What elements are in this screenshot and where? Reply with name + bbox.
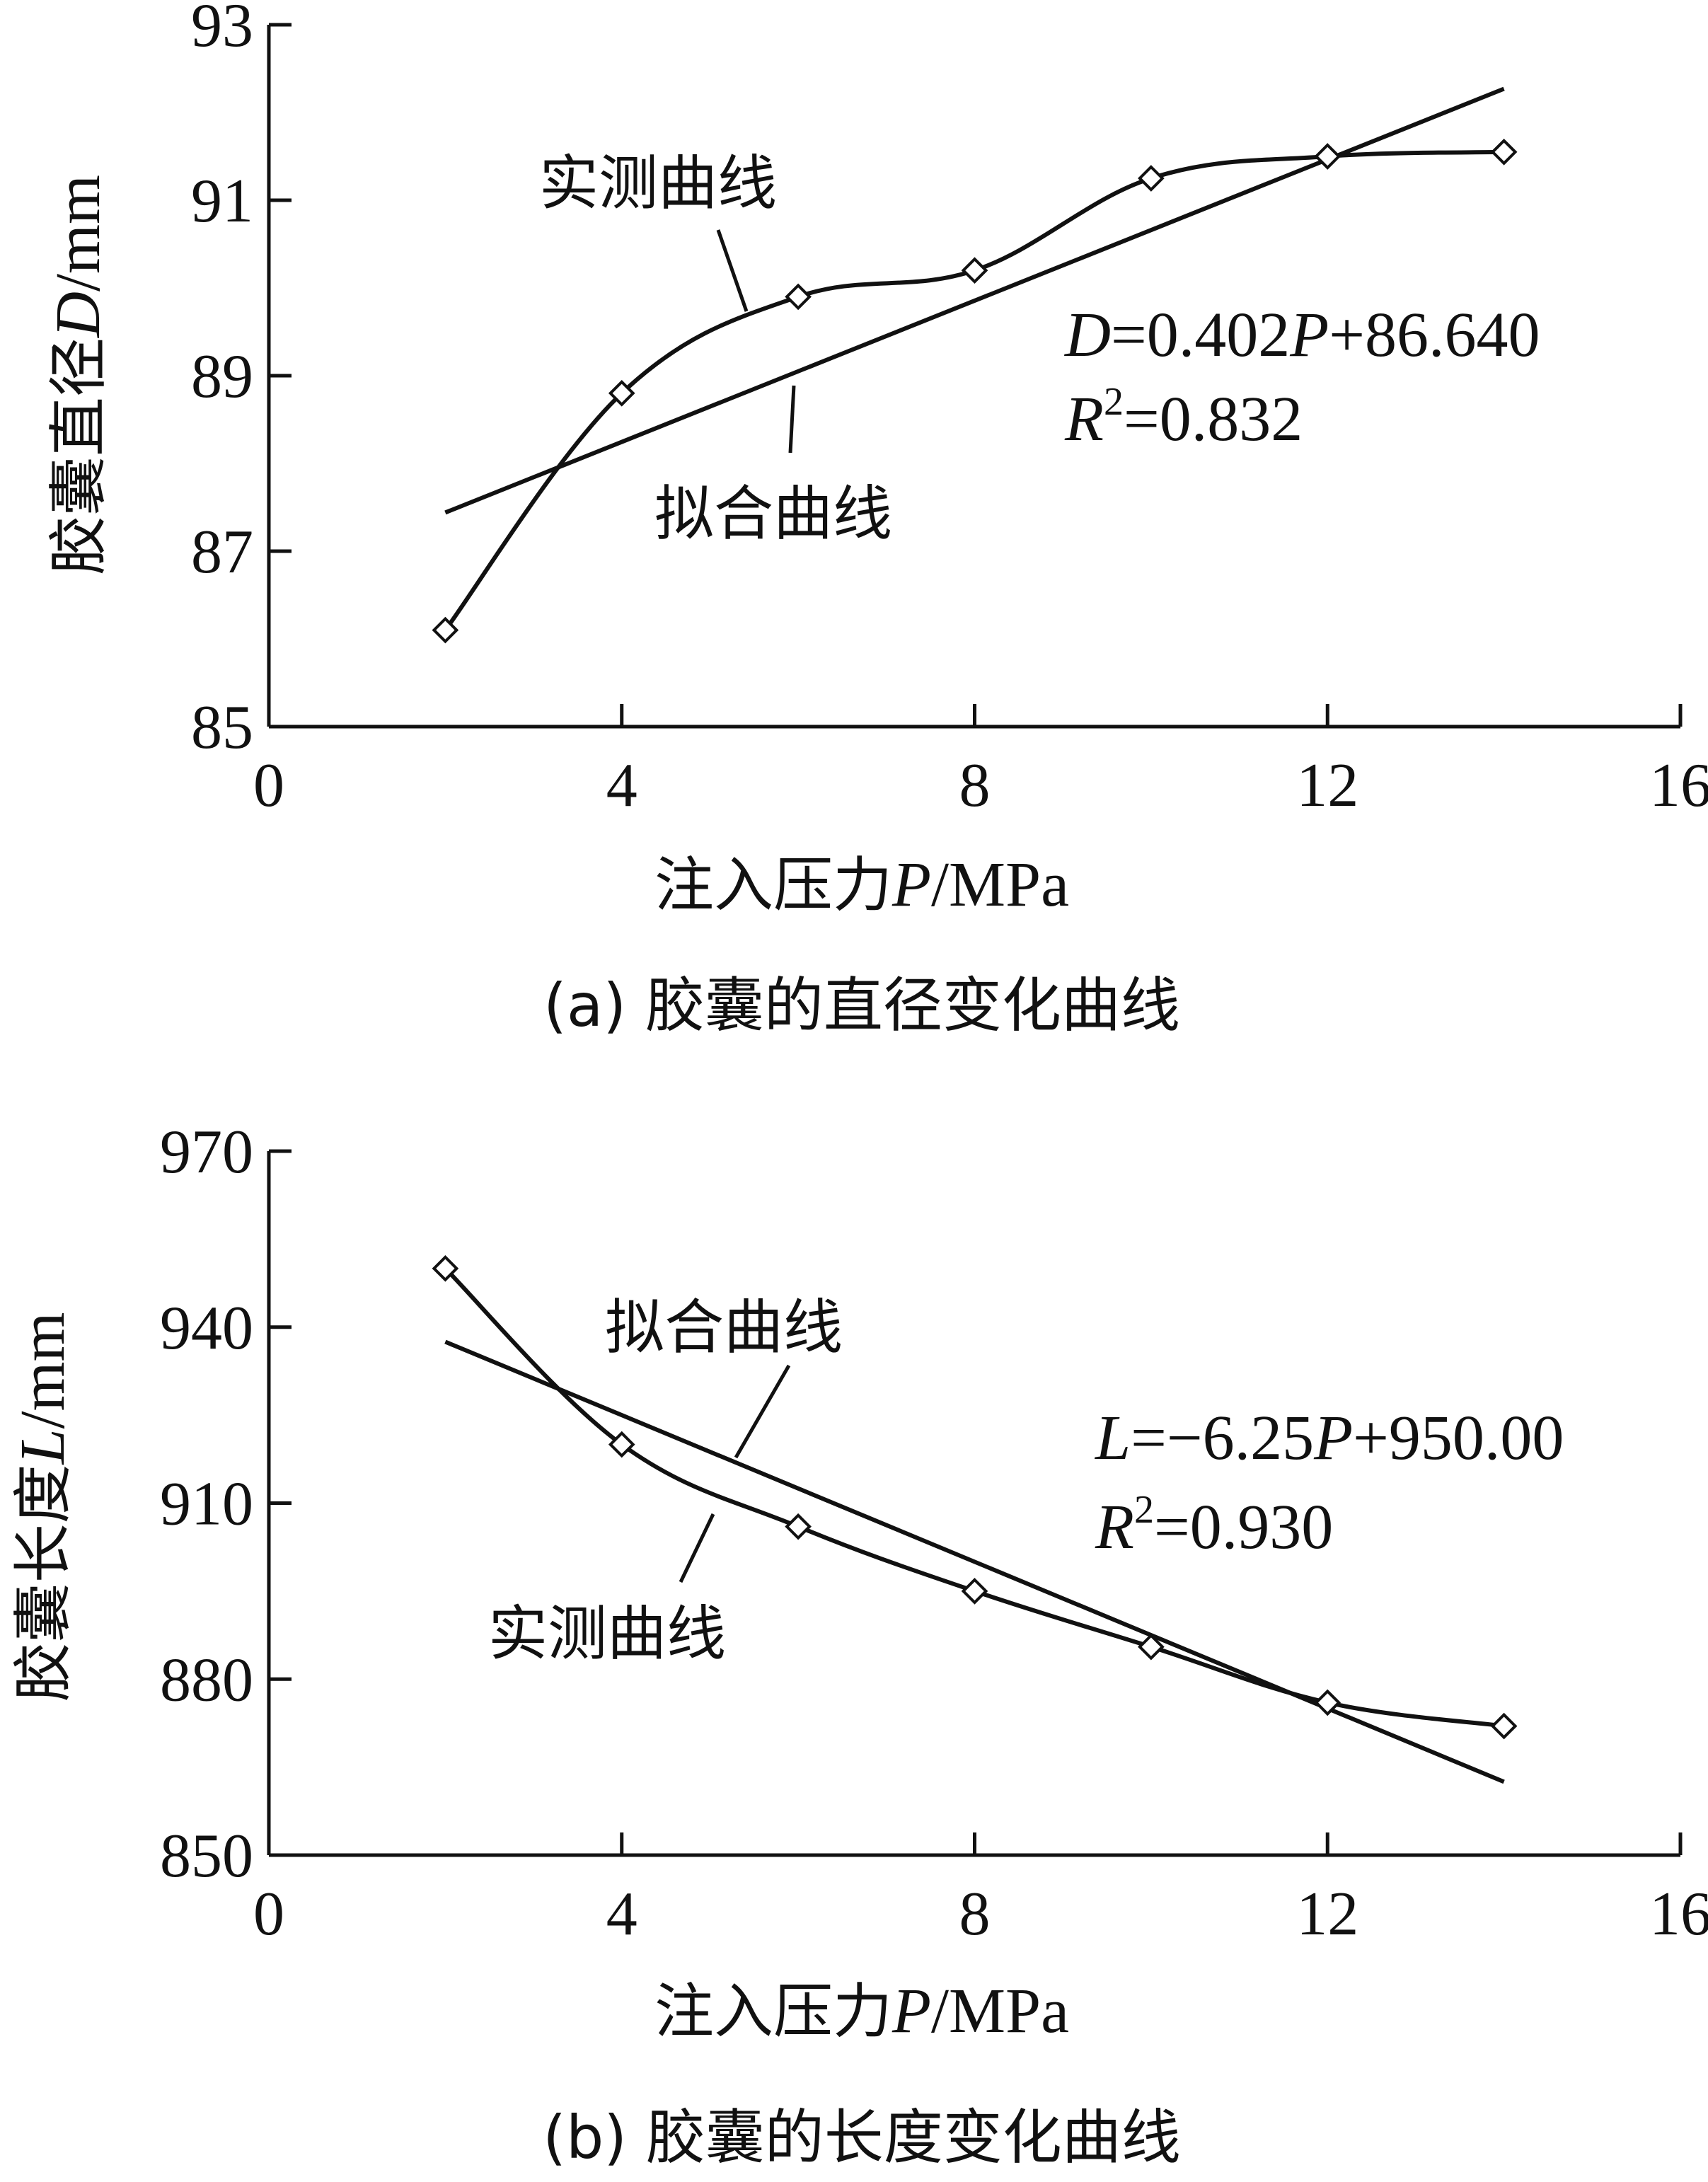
x-tick-label: 0: [253, 751, 284, 820]
r-squared: R2=0.930: [1095, 1488, 1333, 1562]
chart-panel-b: 850 880 910 940 970 0 4 8 12 16 拟合曲线 实测曲线 L=−6.25…: [8, 1118, 1708, 2172]
x-tick-label: 8: [959, 751, 991, 820]
annotation-leader-measured: [679, 1513, 715, 1583]
y-tick-label: 850: [160, 1822, 253, 1891]
x-tick-label: 4: [606, 1880, 637, 1949]
annotation-leader-measured: [716, 229, 749, 312]
x-tick-label: 0: [253, 1880, 284, 1949]
x-tick-label: 12: [1296, 1880, 1358, 1949]
data-point-marker: [608, 1431, 635, 1458]
annotation-measured-curve: 实测曲线: [488, 1599, 726, 1668]
r-squared: R2=0.832: [1064, 380, 1303, 454]
y-tick-label: 93: [191, 0, 253, 60]
chart-panel-a: 85 87 89 91 93 0 4 8 12 16 实测曲线 拟合曲线 D=0.402P+86.…: [43, 0, 1708, 1040]
x-axis-title: 注入压力P/MPa: [654, 850, 1069, 920]
data-point-marker: [1314, 143, 1341, 170]
y-tick-label: 91: [191, 167, 253, 236]
x-tick-label: 16: [1649, 751, 1708, 820]
y-tick-label: 940: [160, 1294, 253, 1363]
data-point-marker: [1138, 165, 1165, 192]
y-tick-label: 87: [191, 518, 253, 587]
regression-equation: D=0.402P+86.640: [1063, 300, 1540, 370]
caption-a: (a) 胶囊的直径变化曲线: [543, 971, 1180, 1040]
x-tick-label: 12: [1296, 751, 1358, 820]
data-point-marker: [785, 1513, 812, 1540]
data-point-marker: [1138, 1633, 1165, 1661]
caption-b: (b) 胶囊的长度变化曲线: [543, 2103, 1181, 2172]
annotation-fitted-curve: 拟合曲线: [654, 479, 892, 548]
annotation-fitted-curve: 拟合曲线: [605, 1293, 843, 1362]
y-tick-label: 89: [191, 342, 253, 411]
y-tick-label: 880: [160, 1646, 253, 1714]
x-tick-label: 4: [606, 751, 637, 820]
y-tick-label: 970: [160, 1118, 253, 1187]
data-point-marker: [608, 379, 635, 407]
annotation-leader-fitted: [788, 385, 796, 454]
data-point-marker: [961, 257, 988, 284]
y-axis-title: 胶囊直径D/mm: [43, 175, 113, 575]
data-point-marker: [432, 616, 459, 644]
data-point-marker: [432, 1255, 459, 1282]
y-axis-title: 胶囊长度L/mm: [8, 1312, 78, 1702]
data-point-marker: [961, 1578, 988, 1605]
data-point-marker: [1490, 1712, 1518, 1740]
x-axis-title: 注入压力P/MPa: [654, 1976, 1069, 2046]
regression-equation: L=−6.25P+950.00: [1094, 1403, 1564, 1473]
y-tick-label: 910: [160, 1470, 253, 1539]
annotation-leader-fitted: [734, 1364, 791, 1459]
data-point-marker: [1314, 1689, 1341, 1716]
x-tick-label: 16: [1649, 1880, 1708, 1949]
annotation-measured-curve: 实测曲线: [539, 149, 777, 218]
data-point-marker: [785, 283, 812, 311]
x-tick-label: 8: [959, 1880, 991, 1949]
y-tick-label: 85: [191, 693, 253, 762]
measured-curve: [443, 149, 1504, 632]
data-point-marker: [1490, 138, 1518, 166]
